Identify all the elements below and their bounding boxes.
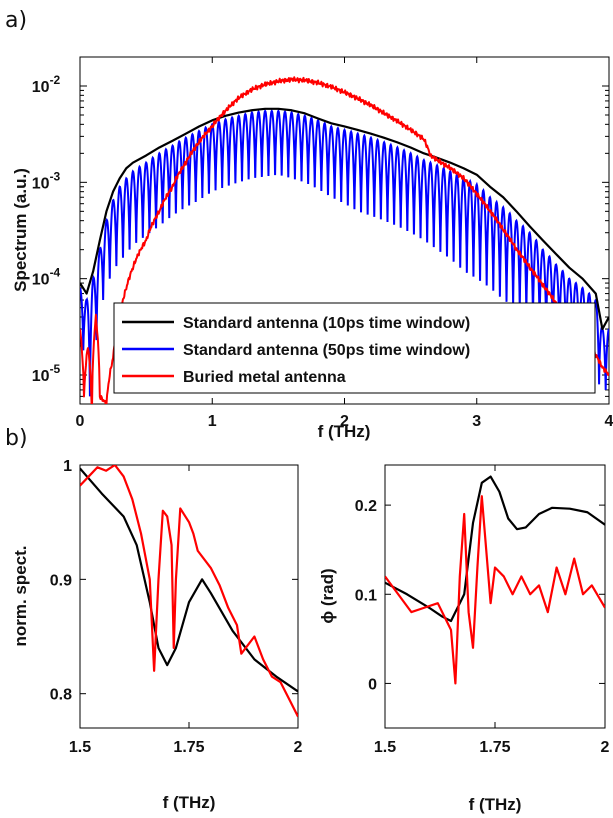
x-tick-label-a: 3 <box>472 413 481 430</box>
x-tick-label-a: 1 <box>208 413 217 430</box>
x-tick-label-b-right: 2 <box>601 739 610 756</box>
x-tick-label-b-left: 1.5 <box>69 739 91 756</box>
x-tick-label-b-left: 1.75 <box>173 739 204 756</box>
plot-area-b-right <box>384 464 606 729</box>
y-tick-label-b-right: 0.1 <box>355 587 377 604</box>
x-tick-label-a: 4 <box>605 413 613 430</box>
series-red-b-left <box>80 465 298 718</box>
legend-label-buried-metal: Buried metal antenna <box>183 369 346 386</box>
series-red-b-right <box>385 495 605 685</box>
y-axis-label-b-left: norm. spect. <box>11 545 30 646</box>
y-tick-label-a: 10-2 <box>32 73 61 96</box>
y-tick-label-a: 10-4 <box>32 266 61 289</box>
legend: Standard antenna (10ps time window) Stan… <box>113 302 596 394</box>
series-black-b-left <box>80 467 298 693</box>
y-tick-label-b-left: 1 <box>63 458 72 475</box>
y-tick-label-b-left: 0.9 <box>50 572 72 589</box>
panel-label-b: b) <box>5 426 28 451</box>
y-tick-label-b-right: 0 <box>368 676 377 693</box>
x-axis-label-a: f (THz) <box>318 422 371 441</box>
x-tick-label-a: 2 <box>340 413 349 430</box>
y-tick-label-b-left: 0.8 <box>50 687 72 704</box>
x-axis-label-b-right: f (THz) <box>469 795 522 814</box>
y-tick-label-a: 10-3 <box>32 169 61 192</box>
chart-spectrum: 0 1 2 3 4 10-5 10-4 10-3 10-2 f (THz) Spectrum (… <box>11 56 613 441</box>
chart-phase: 1.5 1.75 2 0 0.1 0.2 f (THz) ϕ (rad) <box>318 464 610 814</box>
series-black-b-right <box>385 475 605 623</box>
x-tick-label-b-right: 1.75 <box>479 739 510 756</box>
x-tick-label-b-left: 2 <box>294 739 303 756</box>
legend-box <box>113 302 596 394</box>
y-axis-label-a: Spectrum (a.u.) <box>11 168 30 292</box>
panel-label-a: a) <box>5 8 27 33</box>
series-standard-10ps <box>80 107 609 331</box>
x-axis-label-b-left: f (THz) <box>163 793 216 812</box>
series-buried-metal <box>80 76 609 404</box>
x-tick-label-b-right: 1.5 <box>374 739 396 756</box>
legend-label-standard-50ps: Standard antenna (50ps time window) <box>183 342 470 359</box>
y-tick-label-b-right: 0.2 <box>355 498 377 515</box>
x-tick-label-a: 0 <box>76 413 85 430</box>
legend-label-standard-10ps: Standard antenna (10ps time window) <box>183 315 470 332</box>
y-axis-label-b-right: ϕ (rad) <box>318 568 337 623</box>
y-tick-label-a: 10-5 <box>32 362 61 385</box>
chart-norm-spectrum: 1.5 1.75 2 0.8 0.9 1 f (THz) norm. spect. <box>11 458 303 812</box>
